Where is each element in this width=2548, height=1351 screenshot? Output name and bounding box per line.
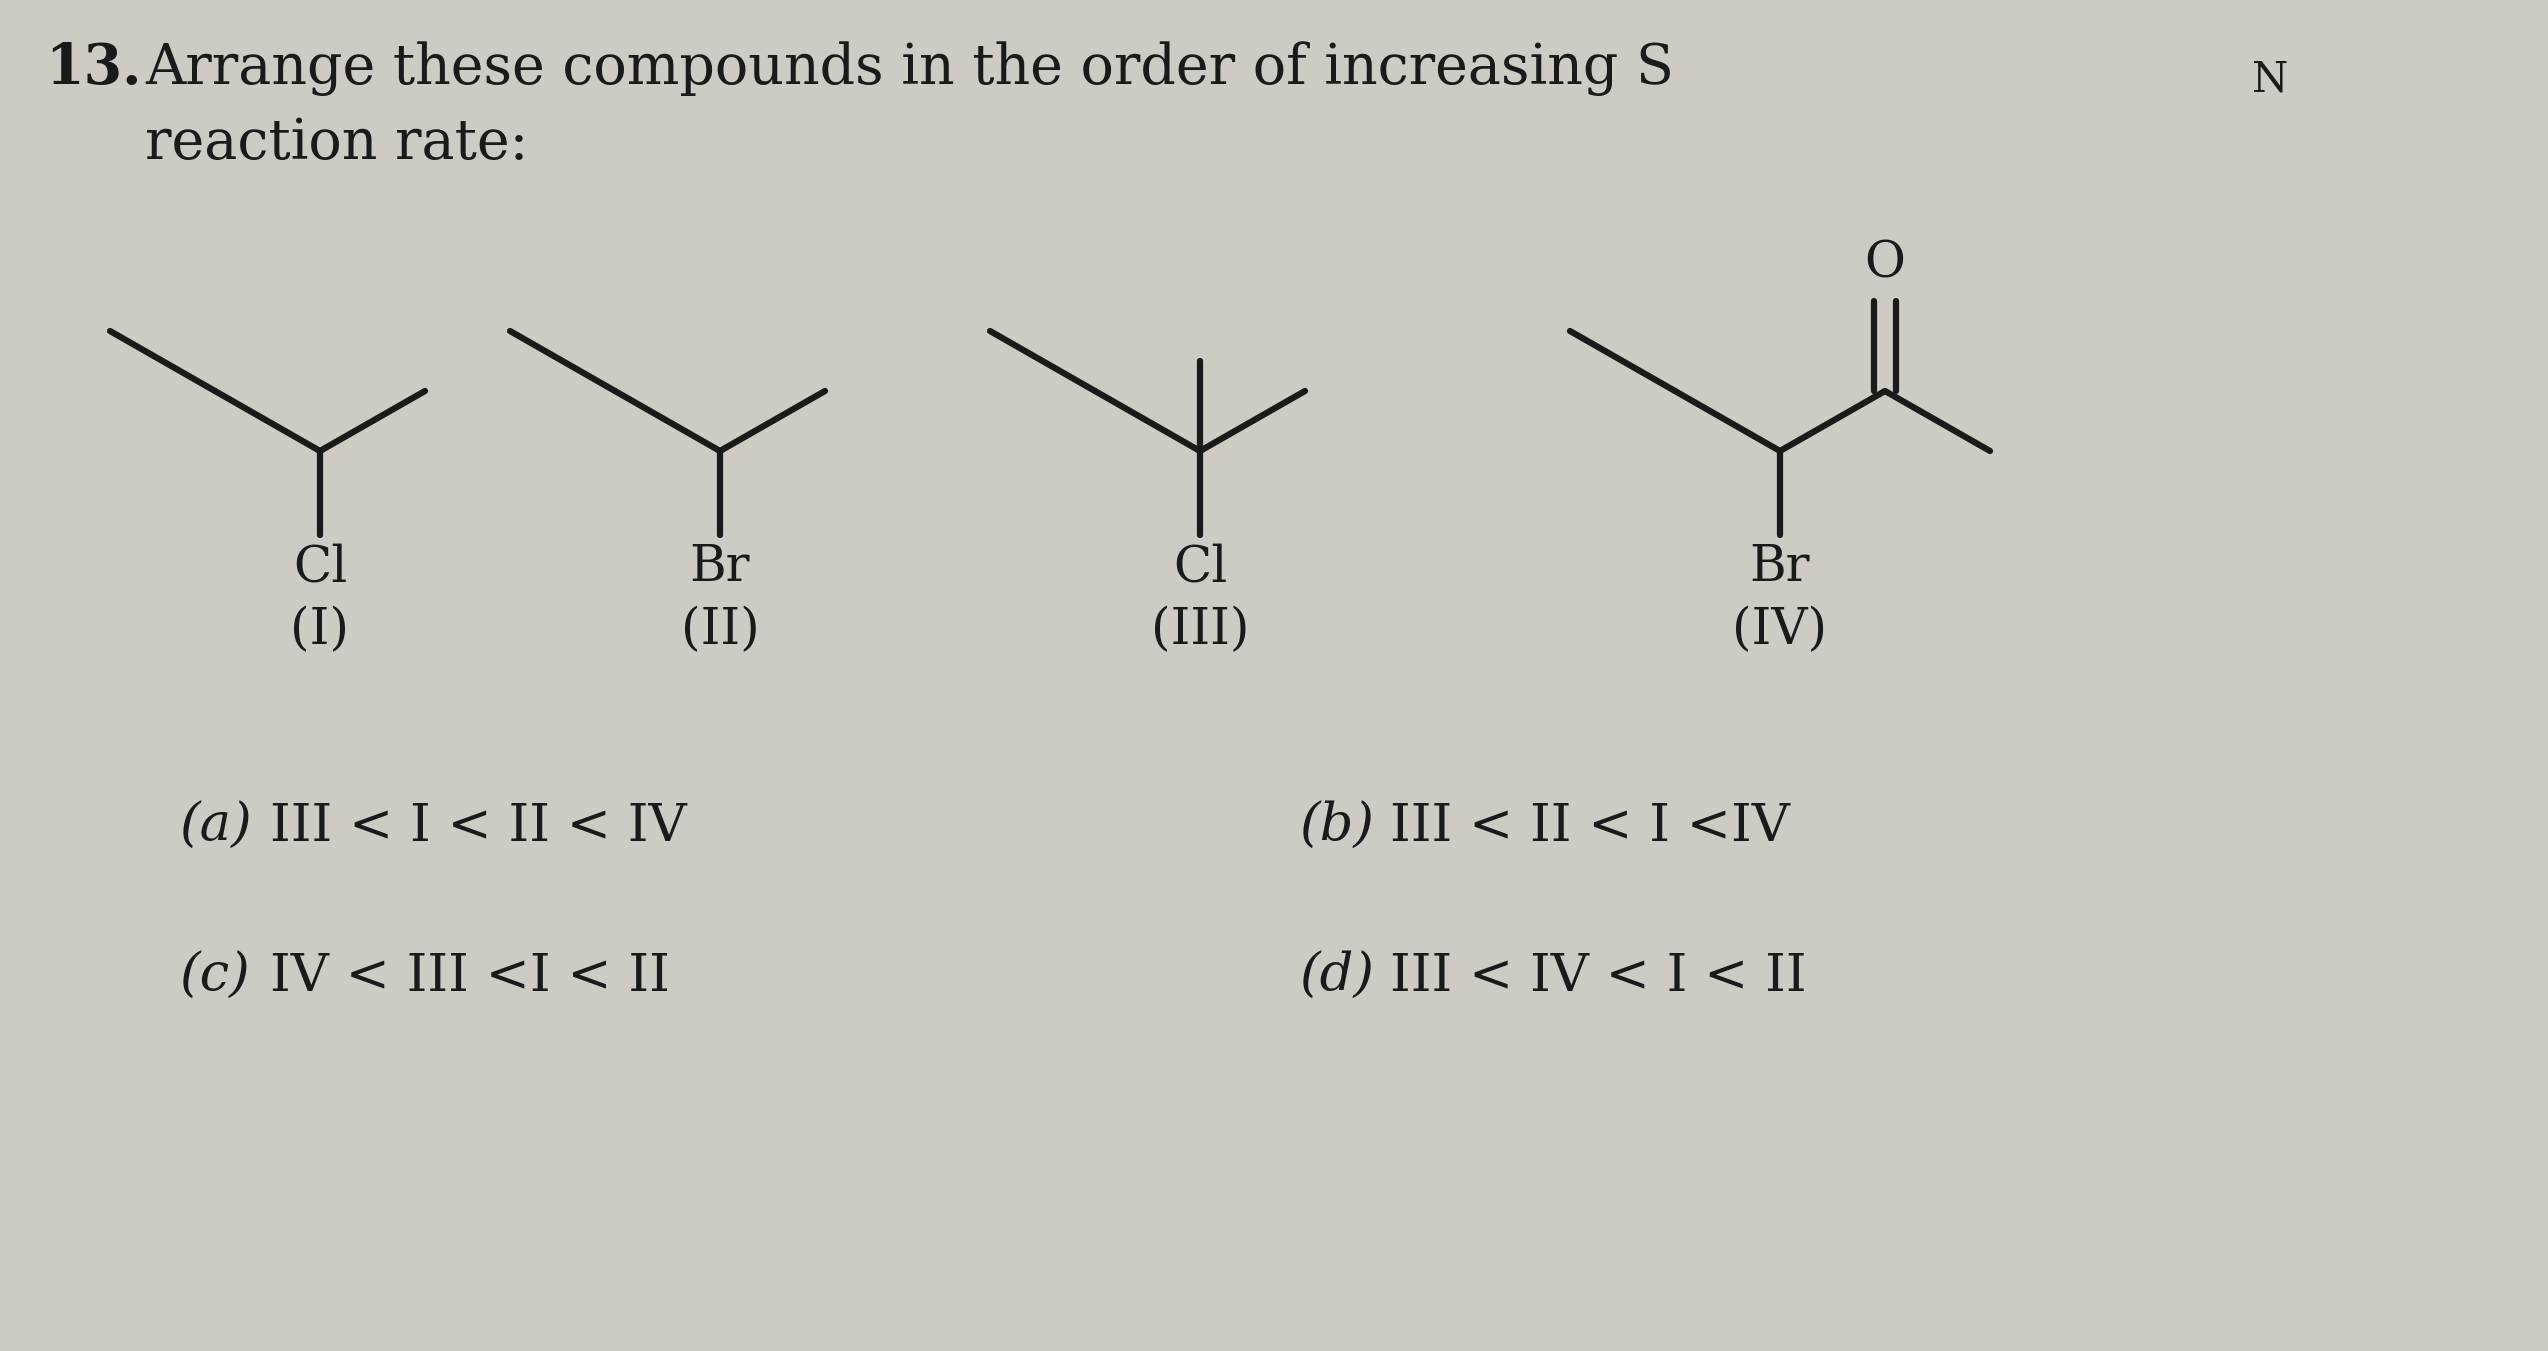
Text: (c): (c) (181, 951, 250, 1002)
Text: IV < III <I < II: IV < III <I < II (270, 951, 670, 1002)
Text: (III): (III) (1152, 607, 1249, 655)
Text: (b): (b) (1299, 801, 1376, 852)
Text: III < IV < I < II: III < IV < I < II (1391, 951, 1807, 1002)
Text: III < I < II < IV: III < I < II < IV (270, 801, 685, 852)
Text: Arrange these compounds in the order of increasing S: Arrange these compounds in the order of … (145, 41, 1674, 96)
Text: Br: Br (691, 543, 749, 593)
Text: Cl: Cl (1172, 543, 1228, 593)
Text: reaction rate:: reaction rate: (145, 116, 527, 170)
Text: 13.: 13. (46, 41, 143, 96)
Text: O: O (1865, 239, 1906, 289)
Text: Br: Br (1750, 543, 1809, 593)
Text: Cl: Cl (293, 543, 347, 593)
Text: N: N (2252, 59, 2288, 101)
Text: III < II < I <IV: III < II < I <IV (1391, 801, 1789, 852)
Text: (a): (a) (181, 801, 252, 852)
Text: (d): (d) (1299, 951, 1376, 1002)
Text: (I): (I) (290, 607, 349, 655)
Text: (II): (II) (680, 607, 759, 655)
Text: (IV): (IV) (1733, 607, 1827, 655)
